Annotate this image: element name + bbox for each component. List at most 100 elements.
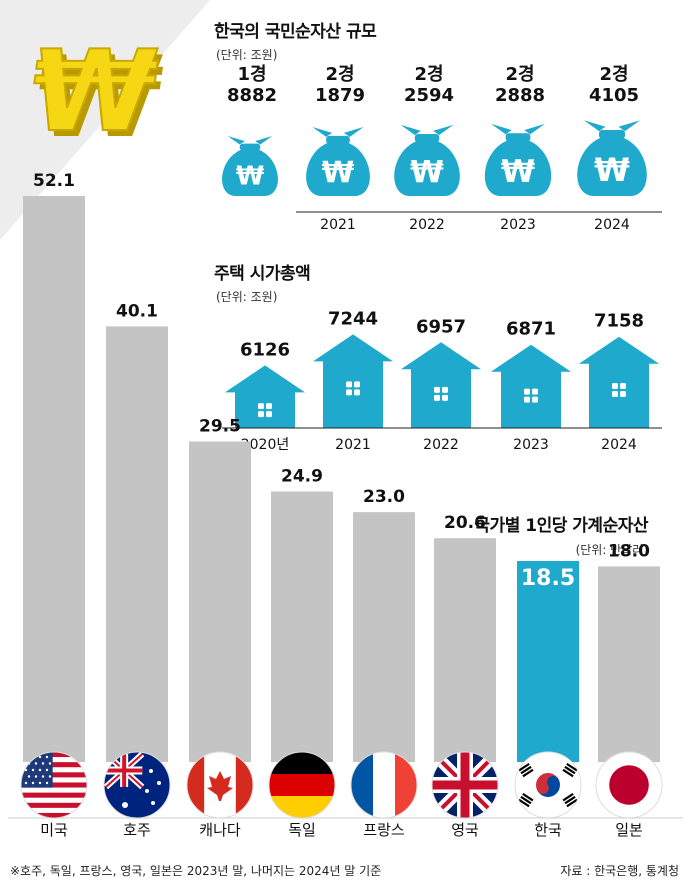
flag-stripe <box>21 772 87 778</box>
flag-star <box>34 762 38 765</box>
country-label: 캐나다 <box>199 821 241 839</box>
trigram-bar <box>522 768 534 778</box>
window-pane <box>354 389 360 396</box>
us-flag-icon <box>21 752 87 818</box>
window-pane <box>532 396 538 403</box>
house-window-icon <box>434 386 448 401</box>
flag-star <box>38 755 42 759</box>
window-pane <box>346 389 352 396</box>
country-label: 한국 <box>534 821 562 839</box>
svg-text:₩: ₩ <box>22 27 164 148</box>
flag-cross-red <box>106 754 143 787</box>
bar-value-label: 24.9 <box>281 466 323 486</box>
flag-star <box>48 762 52 765</box>
house-body <box>235 391 295 428</box>
house-value-label: 7158 <box>594 311 644 332</box>
flag-star <box>45 768 49 772</box>
svg-text:₩: ₩ <box>28 33 170 148</box>
window-pane <box>346 381 352 388</box>
flag-star <box>45 755 49 759</box>
house-icon <box>491 344 571 428</box>
trigram-bar <box>562 768 574 778</box>
bag-won-symbol: ₩ <box>236 161 264 191</box>
window-pane <box>434 386 440 393</box>
net-assets-title: 한국의 국민순자산 규모 <box>214 22 377 42</box>
window-pane <box>612 391 618 398</box>
bar-value-label: 29.5 <box>199 417 241 437</box>
trigram-bar <box>564 795 576 805</box>
flag-stripe <box>21 762 87 768</box>
bag-year-label: 2022 <box>409 217 445 233</box>
house-value-label: 7244 <box>328 308 378 329</box>
house-window-icon <box>524 388 538 403</box>
housing-unit: (단위: 조원) <box>216 290 278 304</box>
housing-title: 주택 시가총액 <box>214 264 311 284</box>
money-bag-icon: ₩ <box>306 126 370 196</box>
bag-year-label: 2021 <box>320 217 356 233</box>
flag-stripe <box>21 752 87 758</box>
house-icon <box>401 342 481 428</box>
country-label: 독일 <box>288 821 316 839</box>
bag-value-label: 2594 <box>404 85 454 106</box>
house-roof <box>313 334 393 362</box>
flag-star <box>24 768 28 772</box>
window-pane <box>258 403 264 410</box>
bag-year-label: 2023 <box>500 217 536 233</box>
window-pane <box>620 391 626 398</box>
flag-stripe <box>21 792 87 798</box>
house-year-label: 2023 <box>513 437 549 453</box>
flag-stripe <box>269 752 335 775</box>
house-roof <box>579 336 659 364</box>
house-window-icon <box>612 383 626 398</box>
flag-stripe <box>351 752 374 818</box>
footnote: ※호주, 독일, 프랑스, 영국, 일본은 2023년 말, 나머지는 2024… <box>10 864 382 878</box>
bag-value-label: 8882 <box>227 85 277 106</box>
bar-value-label: 18.5 <box>521 566 575 591</box>
flag-star <box>31 781 35 785</box>
country-label: 일본 <box>615 821 643 839</box>
house-icon <box>313 334 393 428</box>
flag-star <box>151 801 155 805</box>
trigram-bar <box>566 798 578 808</box>
bar <box>434 538 496 762</box>
bag-tie <box>491 123 545 135</box>
window-pane <box>442 386 448 393</box>
flag-stripe <box>373 752 396 818</box>
money-bag-icon: ₩ <box>394 124 460 196</box>
bar <box>271 491 333 762</box>
trigram-bar <box>562 792 574 802</box>
house-window-icon <box>346 381 360 396</box>
bar <box>23 196 85 762</box>
bag-value-label: 2경 <box>325 64 354 85</box>
france-flag-icon <box>351 752 417 818</box>
flag-stripe <box>269 774 335 797</box>
flag-star <box>157 781 161 785</box>
house-year-label: 2022 <box>423 437 459 453</box>
bag-won-symbol: ₩ <box>322 156 355 190</box>
taegeuk-swirl <box>536 782 549 794</box>
window-pane <box>612 383 618 390</box>
house-body <box>323 360 383 428</box>
flag-stripe <box>21 802 87 808</box>
bag-value-label: 1경 <box>237 64 266 85</box>
bar <box>353 512 415 762</box>
house-icon <box>579 336 659 428</box>
flag-star <box>145 789 149 793</box>
trigram-bar <box>520 765 532 775</box>
house-year-label: 2020년 <box>241 437 290 453</box>
money-bag-icon: ₩ <box>222 135 278 196</box>
bag-value-label: 2888 <box>495 85 545 106</box>
bag-won-symbol: ₩ <box>501 154 535 190</box>
flag-star <box>45 781 49 785</box>
bag-value-label: 2경 <box>505 64 534 85</box>
house-body <box>501 370 561 428</box>
window-pane <box>258 411 264 418</box>
bar <box>189 441 251 762</box>
bag-value-label: 2경 <box>414 64 443 85</box>
maple-leaf-icon <box>207 771 233 801</box>
money-bag-icon: ₩ <box>484 123 552 196</box>
source-note: 자료 : 한국은행, 통계청 <box>560 864 679 878</box>
trigram-bar <box>518 798 530 808</box>
bag-neck <box>505 133 531 142</box>
